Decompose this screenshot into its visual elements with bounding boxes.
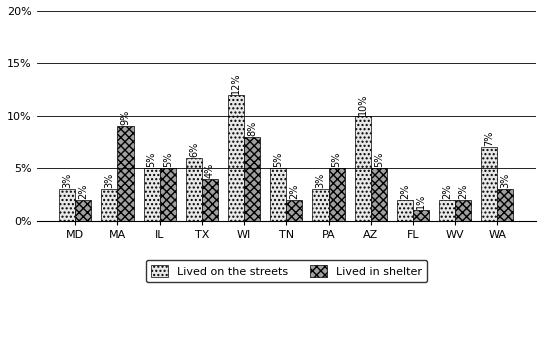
Text: 5%: 5% xyxy=(273,152,283,167)
Bar xyxy=(497,189,513,221)
Bar xyxy=(160,168,176,221)
Text: 3%: 3% xyxy=(500,173,510,188)
Text: 4%: 4% xyxy=(205,163,215,178)
Text: 3%: 3% xyxy=(104,173,115,188)
Text: 5%: 5% xyxy=(147,152,157,167)
Text: 2%: 2% xyxy=(400,183,410,199)
Text: 1%: 1% xyxy=(416,194,426,209)
Bar xyxy=(244,137,260,221)
Bar xyxy=(59,189,75,221)
Text: 7%: 7% xyxy=(484,131,494,146)
Bar xyxy=(202,179,218,221)
Bar xyxy=(186,158,202,221)
Bar xyxy=(371,168,387,221)
Bar xyxy=(228,95,244,221)
Bar xyxy=(481,147,497,221)
Text: 5%: 5% xyxy=(332,152,342,167)
Bar xyxy=(286,200,302,221)
Text: 3%: 3% xyxy=(62,173,72,188)
Bar xyxy=(75,200,91,221)
Text: 2%: 2% xyxy=(458,183,468,199)
Text: 8%: 8% xyxy=(247,121,257,136)
Bar xyxy=(329,168,345,221)
Bar xyxy=(455,200,471,221)
Text: 2%: 2% xyxy=(289,183,299,199)
Text: 2%: 2% xyxy=(78,183,89,199)
Bar xyxy=(270,168,286,221)
Text: 10%: 10% xyxy=(358,94,368,115)
Bar xyxy=(397,200,413,221)
Bar xyxy=(312,189,329,221)
Text: 5%: 5% xyxy=(374,152,384,167)
Bar xyxy=(439,200,455,221)
Text: 5%: 5% xyxy=(163,152,173,167)
Text: 6%: 6% xyxy=(189,141,199,157)
Bar xyxy=(117,126,134,221)
Bar xyxy=(413,210,429,221)
Text: 3%: 3% xyxy=(315,173,325,188)
Legend: Lived on the streets, Lived in shelter: Lived on the streets, Lived in shelter xyxy=(146,260,427,283)
Text: 2%: 2% xyxy=(442,183,452,199)
Text: 9%: 9% xyxy=(121,110,130,125)
Bar xyxy=(144,168,160,221)
Bar xyxy=(355,116,371,221)
Bar xyxy=(102,189,117,221)
Text: 12%: 12% xyxy=(231,72,241,94)
